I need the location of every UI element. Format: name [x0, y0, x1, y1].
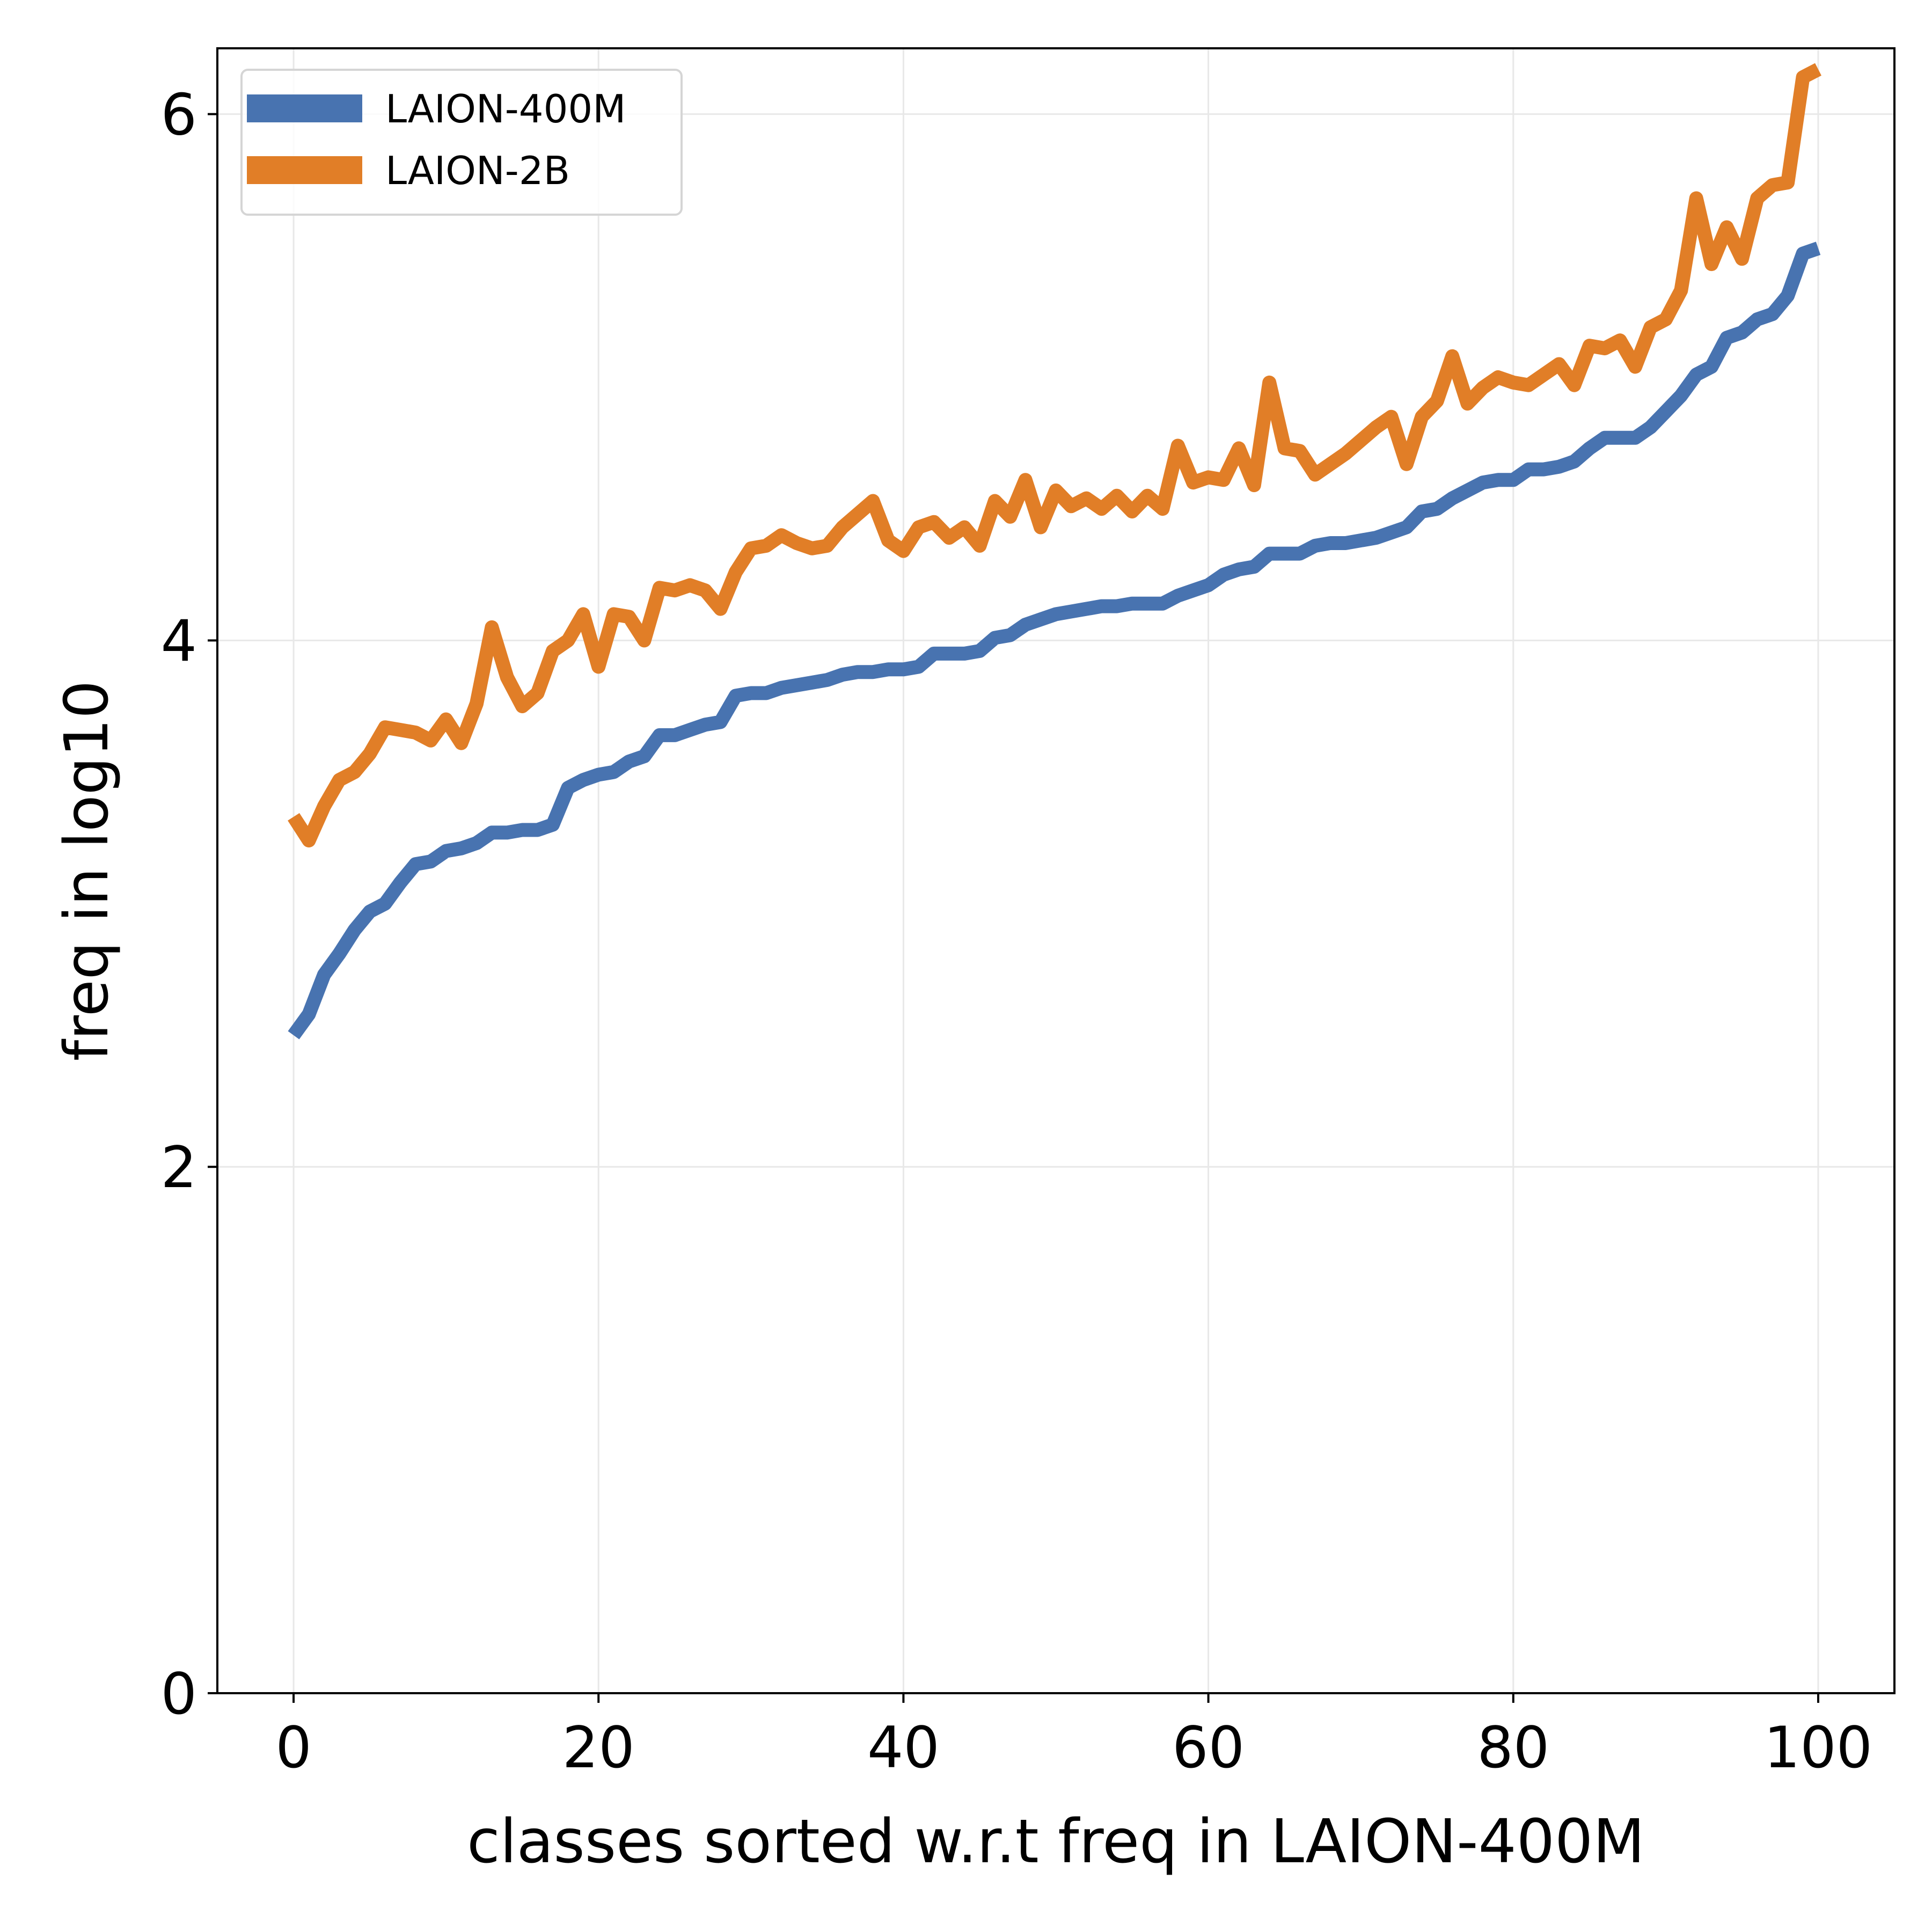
- x-tick-label: 60: [1172, 1715, 1245, 1781]
- plot-frame: [216, 47, 1896, 1694]
- x-tick-label: 0: [275, 1715, 311, 1781]
- x-tick-label: 80: [1477, 1715, 1549, 1781]
- y-tick-label: 6: [161, 82, 197, 148]
- axis-ticks: 0 20 40 60 80 100 0 2 4 6: [161, 82, 1873, 1781]
- y-tick-label: 0: [161, 1661, 197, 1727]
- x-tick-label: 100: [1764, 1715, 1872, 1781]
- series-line-0: [288, 241, 1821, 1040]
- x-tick-label: 20: [562, 1715, 635, 1781]
- y-tick-label: 2: [161, 1135, 197, 1201]
- y-tick-label: 4: [161, 608, 197, 674]
- series-lines: [288, 63, 1821, 1040]
- y-axis-label: freq in log10: [52, 680, 122, 1062]
- x-tick-label: 40: [867, 1715, 940, 1781]
- legend: LAION-400M LAION-2B: [240, 69, 683, 216]
- legend-label: LAION-400M: [385, 86, 626, 131]
- legend-label: LAION-2B: [385, 148, 570, 193]
- x-axis-label: classes sorted w.r.t freq in LAION-400M: [467, 1807, 1645, 1877]
- series-line-1: [288, 63, 1821, 848]
